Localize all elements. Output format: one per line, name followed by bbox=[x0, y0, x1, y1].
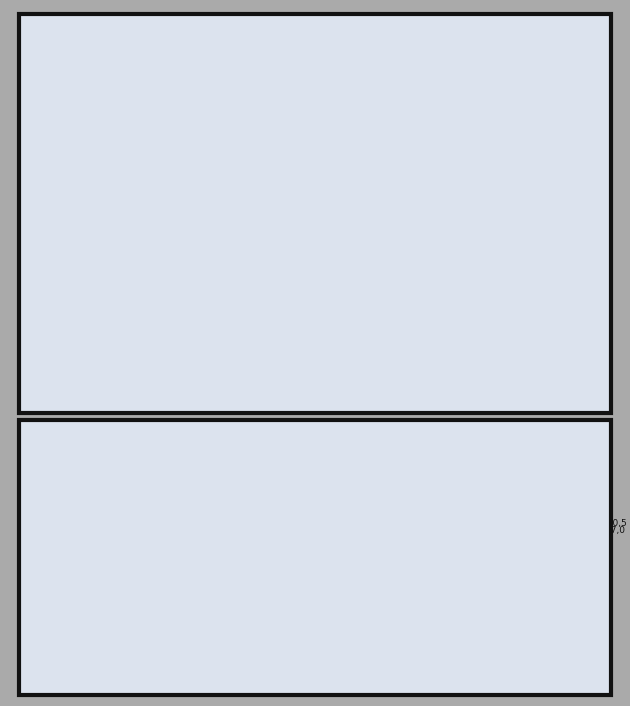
Polygon shape bbox=[143, 659, 151, 669]
Polygon shape bbox=[309, 659, 316, 669]
Text: B: B bbox=[310, 597, 318, 607]
Text: 1 3/4": 1 3/4" bbox=[181, 162, 213, 172]
Text: 37,0: 37,0 bbox=[605, 526, 625, 535]
Text: B: B bbox=[144, 597, 152, 607]
Text: 3": 3" bbox=[377, 285, 388, 294]
Polygon shape bbox=[303, 30, 327, 46]
Text: 4": 4" bbox=[181, 346, 193, 357]
Text: 2 1/2": 2 1/2" bbox=[377, 254, 408, 264]
Polygon shape bbox=[71, 448, 110, 453]
Text: 3": 3" bbox=[181, 285, 193, 294]
Text: 2": 2" bbox=[181, 193, 193, 203]
Polygon shape bbox=[117, 365, 122, 389]
Text: A: A bbox=[336, 551, 344, 561]
Text: 3 1/4": 3 1/4" bbox=[377, 316, 408, 325]
FancyBboxPatch shape bbox=[19, 420, 611, 695]
Text: 2": 2" bbox=[566, 193, 578, 203]
Text: 3": 3" bbox=[566, 285, 578, 294]
Polygon shape bbox=[493, 30, 517, 46]
Text: 1 3/4": 1 3/4" bbox=[566, 162, 598, 172]
Text: 1 1/2": 1 1/2" bbox=[566, 131, 598, 141]
FancyBboxPatch shape bbox=[19, 14, 611, 413]
Text: 19,0: 19,0 bbox=[392, 503, 412, 513]
Polygon shape bbox=[248, 448, 287, 453]
Text: 2 1/4": 2 1/4" bbox=[377, 223, 408, 233]
Text: ±0,5: ±0,5 bbox=[605, 519, 627, 528]
Text: SMOOTH: SMOOTH bbox=[87, 392, 152, 405]
Text: ±0,5: ±0,5 bbox=[392, 496, 414, 505]
Text: 1 1/2": 1 1/2" bbox=[377, 131, 408, 141]
Polygon shape bbox=[108, 30, 132, 46]
Text: RING: RING bbox=[297, 392, 333, 405]
Text: 2 1/2": 2 1/2" bbox=[181, 254, 213, 264]
Text: 3 1/4": 3 1/4" bbox=[566, 316, 598, 325]
Text: 2": 2" bbox=[377, 193, 388, 203]
Text: A: A bbox=[171, 551, 178, 561]
Polygon shape bbox=[414, 448, 453, 453]
Text: ±0,5: ±0,5 bbox=[546, 496, 568, 505]
Text: 1 1/2": 1 1/2" bbox=[181, 131, 213, 141]
Text: 15°: 15° bbox=[105, 430, 121, 439]
Text: 8,0: 8,0 bbox=[333, 459, 347, 468]
Text: 15°: 15° bbox=[282, 430, 299, 439]
Text: 2 1/4": 2 1/4" bbox=[566, 223, 598, 233]
Text: 2 1/2": 2 1/2" bbox=[566, 254, 598, 264]
Polygon shape bbox=[312, 365, 318, 389]
Text: ±0,5: ±0,5 bbox=[214, 498, 236, 507]
Polygon shape bbox=[244, 72, 369, 92]
Polygon shape bbox=[49, 72, 173, 92]
Text: 4": 4" bbox=[566, 346, 578, 357]
Polygon shape bbox=[433, 72, 558, 92]
Text: SCREW: SCREW bbox=[478, 392, 531, 405]
Text: 2 1/4": 2 1/4" bbox=[181, 223, 213, 233]
Text: 4": 4" bbox=[377, 346, 388, 357]
Text: 3 1/4": 3 1/4" bbox=[181, 316, 213, 325]
Text: ±0,5: ±0,5 bbox=[273, 519, 295, 528]
Text: 1 3/4": 1 3/4" bbox=[377, 162, 408, 172]
Text: 15°: 15° bbox=[449, 430, 464, 439]
Text: 19,00: 19,00 bbox=[546, 503, 571, 513]
Text: 19,0: 19,0 bbox=[214, 505, 234, 513]
Polygon shape bbox=[502, 365, 507, 389]
Text: 37,0: 37,0 bbox=[273, 526, 294, 535]
